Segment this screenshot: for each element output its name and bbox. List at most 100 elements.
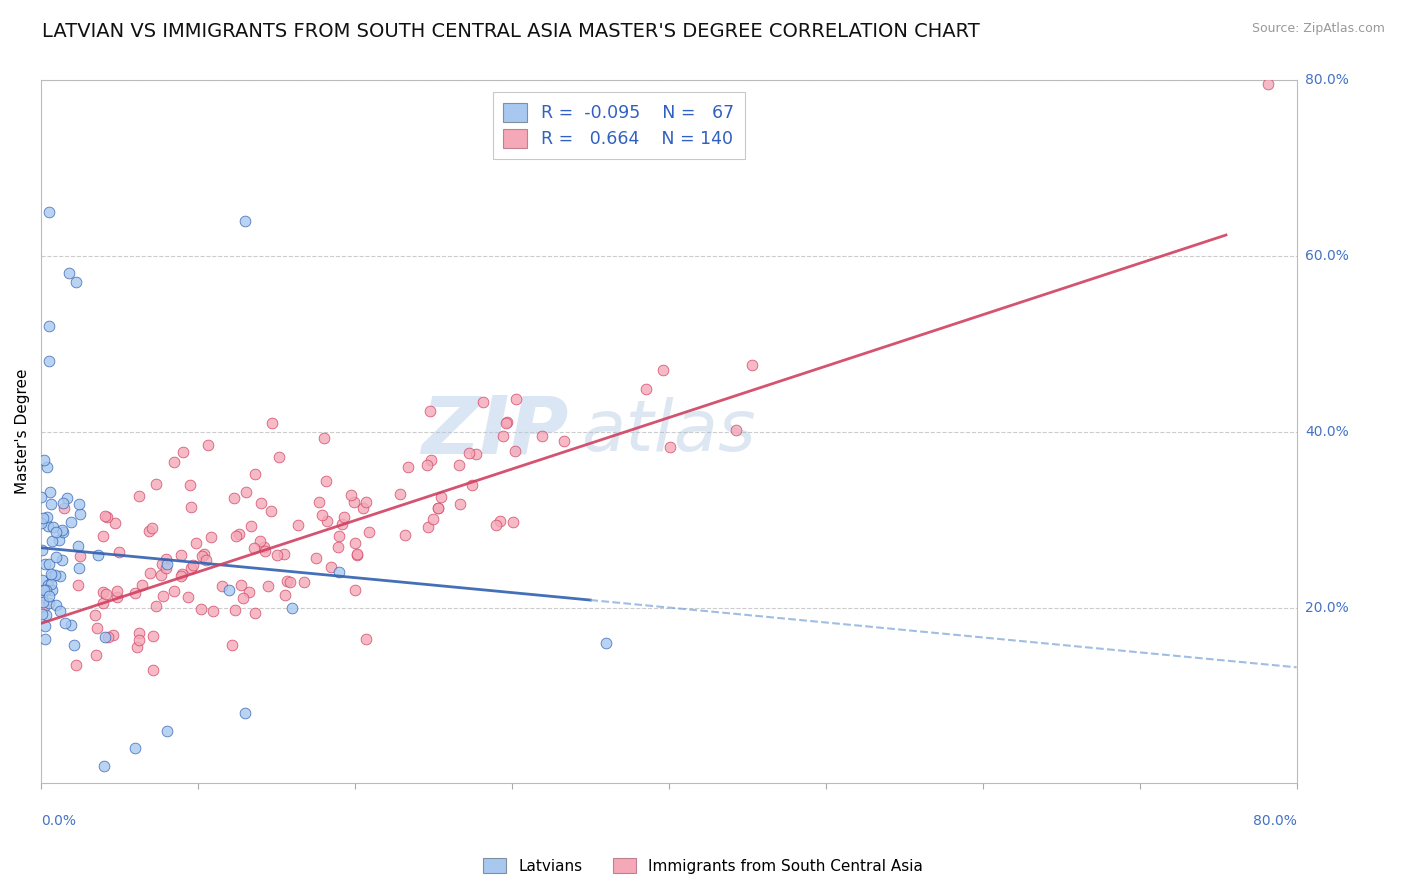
Point bbox=[67, 561, 90, 575]
Point bbox=[201, 604, 224, 618]
Point bbox=[179, 478, 201, 492]
Point bbox=[104, 516, 127, 530]
Point bbox=[184, 535, 207, 549]
Point bbox=[163, 583, 186, 598]
Point bbox=[150, 568, 173, 582]
Point bbox=[170, 548, 193, 562]
Point bbox=[276, 574, 298, 588]
Point bbox=[45, 598, 67, 612]
Point bbox=[155, 552, 177, 566]
Point bbox=[39, 485, 62, 500]
Point bbox=[419, 404, 441, 418]
Point bbox=[200, 530, 222, 544]
Point bbox=[34, 557, 56, 571]
Point bbox=[150, 557, 173, 571]
Point bbox=[505, 392, 527, 406]
Point bbox=[30, 490, 52, 504]
Point bbox=[343, 536, 366, 550]
Point bbox=[243, 541, 266, 555]
Point bbox=[741, 359, 763, 373]
Point bbox=[356, 494, 378, 508]
Point bbox=[87, 548, 110, 562]
Point bbox=[44, 568, 66, 582]
Point bbox=[65, 658, 87, 673]
Point bbox=[464, 447, 486, 461]
Point bbox=[422, 512, 444, 526]
Point bbox=[39, 577, 62, 591]
Point bbox=[59, 515, 82, 529]
Point bbox=[38, 595, 60, 609]
Point bbox=[66, 578, 89, 592]
Point bbox=[503, 443, 526, 458]
Point bbox=[316, 514, 339, 528]
Point bbox=[96, 510, 118, 524]
Point bbox=[163, 455, 186, 469]
Point bbox=[314, 431, 336, 445]
Point bbox=[231, 577, 253, 591]
Point bbox=[128, 489, 150, 503]
Point bbox=[31, 588, 53, 602]
Point bbox=[492, 429, 515, 443]
Point bbox=[260, 504, 283, 518]
Point bbox=[1257, 78, 1279, 92]
Point bbox=[32, 595, 55, 609]
Point bbox=[34, 618, 56, 632]
Point bbox=[344, 583, 367, 598]
Point bbox=[394, 527, 416, 541]
Point bbox=[138, 524, 160, 538]
Point bbox=[489, 515, 512, 529]
Point bbox=[32, 453, 55, 467]
Point bbox=[65, 275, 87, 289]
Point bbox=[243, 606, 266, 620]
Point bbox=[45, 549, 67, 564]
Point bbox=[328, 566, 350, 580]
Point bbox=[502, 516, 524, 530]
Point bbox=[658, 440, 681, 454]
Point bbox=[352, 501, 374, 516]
Point bbox=[48, 569, 70, 583]
Point bbox=[69, 507, 91, 521]
Point bbox=[38, 557, 60, 571]
Point bbox=[142, 629, 165, 643]
Point bbox=[51, 524, 73, 538]
Point bbox=[224, 603, 246, 617]
Point bbox=[156, 723, 179, 738]
Point bbox=[328, 529, 350, 543]
Point bbox=[426, 501, 449, 516]
Point bbox=[447, 458, 470, 472]
Point bbox=[32, 511, 55, 525]
Point bbox=[41, 583, 63, 598]
Text: ZIP: ZIP bbox=[420, 392, 568, 471]
Point bbox=[340, 488, 363, 502]
Point bbox=[58, 267, 80, 281]
Point bbox=[420, 453, 443, 467]
Point bbox=[94, 509, 117, 524]
Point bbox=[485, 518, 508, 533]
Point bbox=[180, 500, 202, 514]
Point bbox=[39, 497, 62, 511]
Point bbox=[495, 416, 517, 430]
Point bbox=[53, 615, 76, 630]
Point bbox=[416, 520, 439, 534]
Point bbox=[84, 608, 107, 623]
Y-axis label: Master's Degree: Master's Degree bbox=[15, 369, 30, 494]
Point bbox=[35, 509, 58, 524]
Point bbox=[266, 549, 288, 563]
Point bbox=[156, 557, 179, 571]
Point bbox=[274, 589, 297, 603]
Point bbox=[250, 496, 273, 510]
Point bbox=[56, 491, 79, 505]
Point bbox=[278, 575, 301, 590]
Point bbox=[91, 596, 114, 610]
Point bbox=[177, 591, 200, 605]
Point bbox=[193, 547, 215, 561]
Point bbox=[496, 415, 519, 429]
Point bbox=[31, 607, 53, 622]
Point bbox=[84, 648, 107, 662]
Point bbox=[52, 525, 75, 540]
Point bbox=[238, 584, 260, 599]
Point bbox=[131, 578, 153, 592]
Point bbox=[172, 445, 194, 459]
Point bbox=[180, 560, 202, 574]
Point bbox=[101, 628, 124, 642]
